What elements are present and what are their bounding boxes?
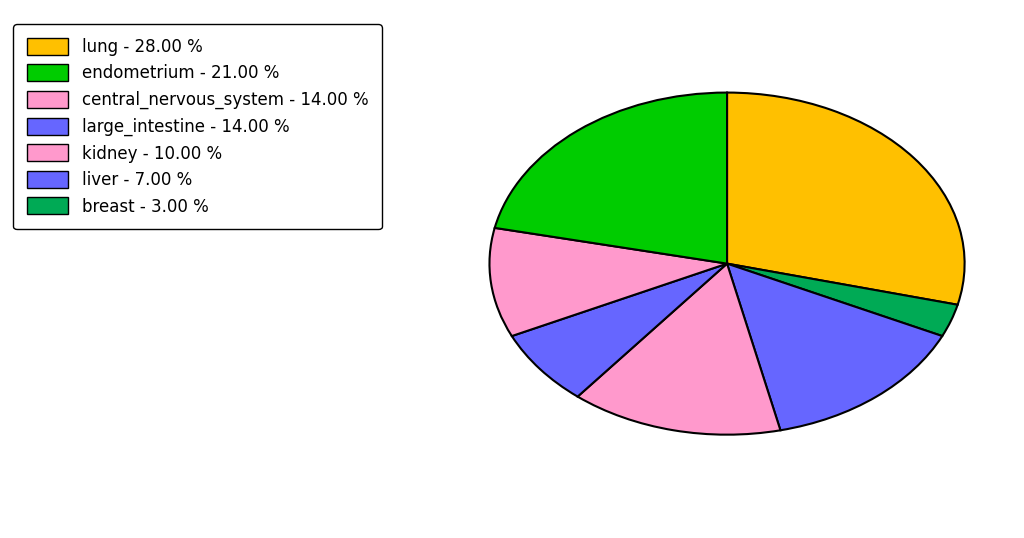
Wedge shape — [727, 93, 965, 305]
Wedge shape — [495, 93, 727, 264]
Legend: lung - 28.00 %, endometrium - 21.00 %, central_nervous_system - 14.00 %, large_i: lung - 28.00 %, endometrium - 21.00 %, c… — [13, 24, 382, 229]
Wedge shape — [489, 228, 727, 336]
Wedge shape — [512, 264, 727, 397]
Wedge shape — [727, 264, 957, 336]
Wedge shape — [727, 264, 942, 430]
Wedge shape — [578, 264, 780, 435]
